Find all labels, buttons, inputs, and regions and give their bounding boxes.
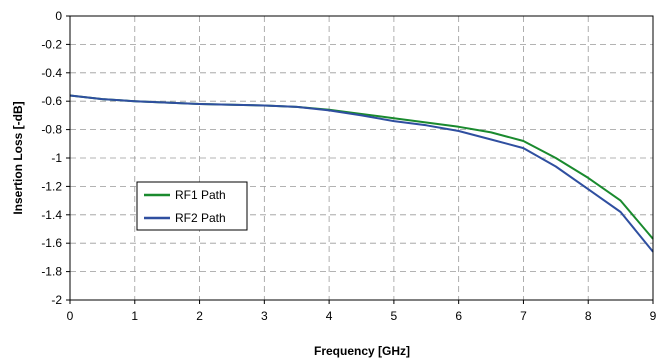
x-tick-label: 0 xyxy=(67,309,74,323)
y-tick-label: -1.2 xyxy=(41,179,62,193)
legend-label-rf2: RF2 Path xyxy=(175,211,226,225)
gridlines xyxy=(70,16,653,300)
x-tick-label: 7 xyxy=(520,309,527,323)
x-tick-label: 6 xyxy=(455,309,462,323)
x-tick-label: 3 xyxy=(261,309,268,323)
series-layer xyxy=(69,94,654,253)
x-tick-label: 1 xyxy=(131,309,138,323)
y-tick-label: -0.4 xyxy=(41,66,62,80)
y-tick-labels: 0 -0.2 -0.4 -0.6 -0.8 -1 -1.2 -1.4 -1.6 -1.8 -2 xyxy=(41,9,70,307)
y-tick-label: -2 xyxy=(51,293,62,307)
y-tick-label: -1.6 xyxy=(41,236,62,250)
x-tick-label: 5 xyxy=(391,309,398,323)
x-tick-labels: 0 1 2 3 4 5 6 7 8 9 xyxy=(67,300,657,323)
y-tick-label: -1 xyxy=(51,151,62,165)
x-tick-label: 2 xyxy=(196,309,203,323)
x-tick-label: 9 xyxy=(650,309,657,323)
legend-box xyxy=(136,181,248,231)
x-tick-label: 4 xyxy=(326,309,333,323)
legend-label-rf1: RF1 Path xyxy=(175,188,226,202)
legend: RF1 Path RF2 Path xyxy=(136,181,248,231)
y-tick-label: -0.8 xyxy=(41,123,62,137)
y-axis-title: Insertion Loss [-dB] xyxy=(11,101,25,214)
y-tick-label: -1.8 xyxy=(41,265,62,279)
y-tick-label: -0.6 xyxy=(41,94,62,108)
y-tick-label: -0.2 xyxy=(41,37,62,51)
series-line-rf2-path xyxy=(69,94,654,253)
y-tick-label: 0 xyxy=(55,9,62,23)
x-tick-label: 8 xyxy=(585,309,592,323)
y-tick-label: -1.4 xyxy=(41,208,62,222)
x-axis-title: Frequency [GHz] xyxy=(314,344,410,358)
